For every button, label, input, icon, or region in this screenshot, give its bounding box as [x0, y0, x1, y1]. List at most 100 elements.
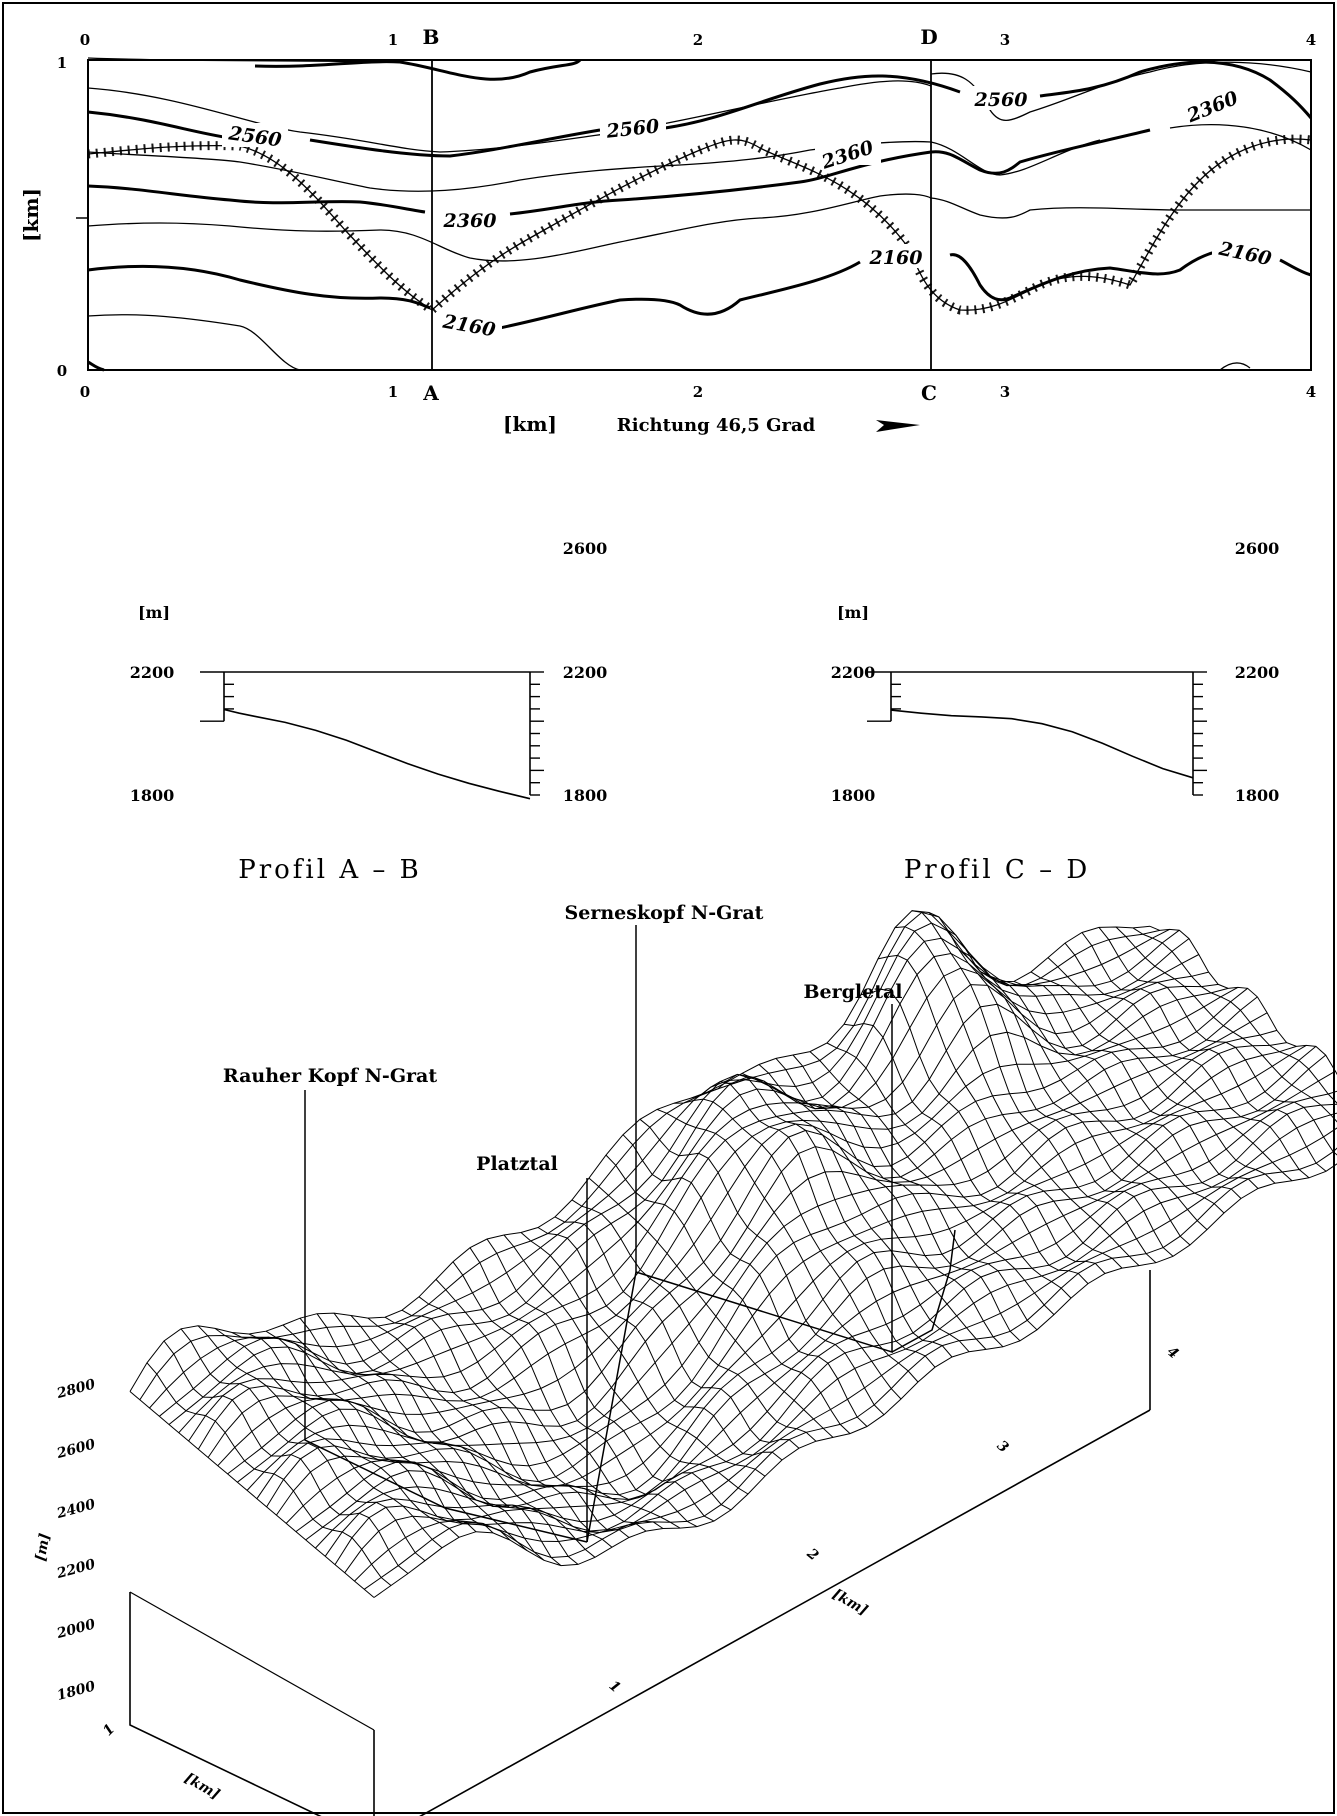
profile-cd-ylabel: [m]	[837, 603, 869, 622]
mesh-line	[690, 1080, 936, 1368]
z-tick-label: 1800	[55, 1678, 97, 1704]
mesh-line	[350, 1315, 596, 1558]
mesh-line	[656, 1108, 902, 1400]
contour-label: 2560	[974, 89, 1028, 111]
mesh-line	[299, 1317, 545, 1561]
mesh-line	[588, 1177, 834, 1438]
top-tick-label: 1	[388, 31, 398, 49]
z-axis-label: [m]	[33, 1532, 54, 1563]
profile-cd-line	[890, 709, 1194, 779]
contour-line	[87, 80, 932, 153]
direction-arrow-icon	[876, 420, 920, 432]
contour-line	[1039, 60, 1313, 119]
mesh-line	[217, 986, 1239, 1467]
contour-line	[1219, 362, 1251, 371]
x-axis-label: [km]	[830, 1586, 871, 1619]
mesh-line	[741, 1072, 987, 1350]
mesh-line	[945, 928, 1191, 1246]
profile-cd-right-tick: 2600	[1235, 539, 1280, 558]
mesh-line	[1064, 942, 1310, 1179]
left-tick-label: 1	[57, 54, 67, 72]
bottom-tick-label: 1	[388, 383, 398, 401]
profile-cd-right-tick: 1800	[1235, 786, 1280, 805]
surface-plot: Rauher Kopf N-Grat Serneskopf N-Grat Ber…	[33, 902, 1337, 1816]
y-axis-label: [km]	[182, 1770, 223, 1803]
contour-line	[87, 248, 1312, 332]
mesh-line	[1030, 971, 1276, 1184]
bergletal-link	[891, 1229, 956, 1353]
contour-line	[87, 74, 961, 158]
mesh-line	[571, 1199, 817, 1442]
mesh-line	[792, 1054, 1038, 1331]
ridge-line	[87, 138, 1312, 311]
mesh-line	[503, 1234, 749, 1495]
label-knockout	[863, 244, 929, 268]
profile-ab-left-tick: 2200	[130, 663, 175, 682]
bottom-tick-label: 0	[80, 383, 90, 401]
mesh-line	[418, 1296, 664, 1529]
profile-cd-left-tick: 2200	[831, 663, 876, 682]
mesh-line	[231, 1332, 477, 1533]
contour-line	[87, 360, 105, 372]
mesh-line	[1013, 980, 1259, 1189]
profile-cd-axes	[867, 671, 1207, 796]
label-bergletal: Bergletal	[803, 981, 902, 1003]
label-knockout	[222, 123, 288, 147]
mesh-line	[367, 1317, 613, 1548]
mesh-line	[1047, 957, 1293, 1182]
z-tick-label: 2600	[54, 1436, 97, 1462]
mesh-line	[707, 1073, 953, 1358]
mesh-line	[826, 1042, 1072, 1299]
mesh-line	[537, 1227, 783, 1461]
mesh-line	[962, 951, 1208, 1230]
label-knockout	[1180, 94, 1246, 118]
mesh-line	[860, 988, 1106, 1274]
z-tick-label: 2400	[54, 1496, 97, 1522]
profile-cd-left-tick-1800: 1800	[831, 786, 876, 805]
mesh-line	[282, 1324, 528, 1551]
profile-cd-right-tick: 2200	[1235, 663, 1280, 682]
box-edge	[419, 1409, 1151, 1816]
mesh-line	[158, 929, 1180, 1417]
top-tick-label: 2	[693, 31, 703, 49]
mesh-line	[843, 1022, 1089, 1284]
mesh-line	[1098, 927, 1337, 1156]
left-tick-label: 0	[57, 362, 67, 380]
mesh-line	[1081, 932, 1327, 1172]
mesh-line	[639, 1118, 885, 1416]
contour-map: 2560 2560 2560 2360 2360 2360 2360 2160 …	[19, 25, 1316, 436]
label-knockout	[436, 207, 502, 231]
profiles: [m] [m] 2200 1800 2200 1800 2600 2200 18…	[130, 539, 1280, 885]
top-tick-label: 3	[1000, 31, 1010, 49]
mesh-line	[673, 1098, 919, 1383]
profile-ab-left-tick: 1800	[130, 786, 175, 805]
mesh-line	[928, 912, 1174, 1257]
mesh-line	[248, 1333, 494, 1534]
contour-map-frame	[87, 59, 1312, 371]
direction-label: Richtung 46,5 Grad	[617, 415, 816, 436]
surface-mesh	[129, 910, 1337, 1598]
box-edge	[129, 1591, 375, 1731]
top-tick-label: 4	[1306, 31, 1316, 49]
mesh-line	[1115, 926, 1337, 1123]
profile-ab-ylabel: [m]	[138, 603, 170, 622]
x-tick-label: 2	[803, 1545, 822, 1564]
label-serneskopf: Serneskopf N-Grat	[565, 902, 764, 924]
mesh-line	[894, 926, 1140, 1266]
label-platztal: Platztal	[476, 1153, 558, 1175]
mesh-line	[149, 922, 1170, 1409]
mesh-line	[163, 1340, 409, 1574]
mesh-line	[1132, 927, 1337, 1104]
profile-ab-right-tick: 2200	[563, 663, 608, 682]
bottom-tick-label: 3	[1000, 383, 1010, 401]
contour-label: 2360	[443, 210, 497, 232]
z-tick-label: 2200	[54, 1556, 97, 1582]
mesh-line	[1149, 925, 1337, 1076]
mesh-line	[554, 1216, 800, 1449]
contour-label: 2360	[1133, 121, 1187, 143]
contour-label: 2160	[869, 247, 923, 269]
mesh-line	[775, 1058, 1021, 1342]
marker-b: B	[423, 25, 440, 49]
mesh-line	[452, 1261, 698, 1528]
